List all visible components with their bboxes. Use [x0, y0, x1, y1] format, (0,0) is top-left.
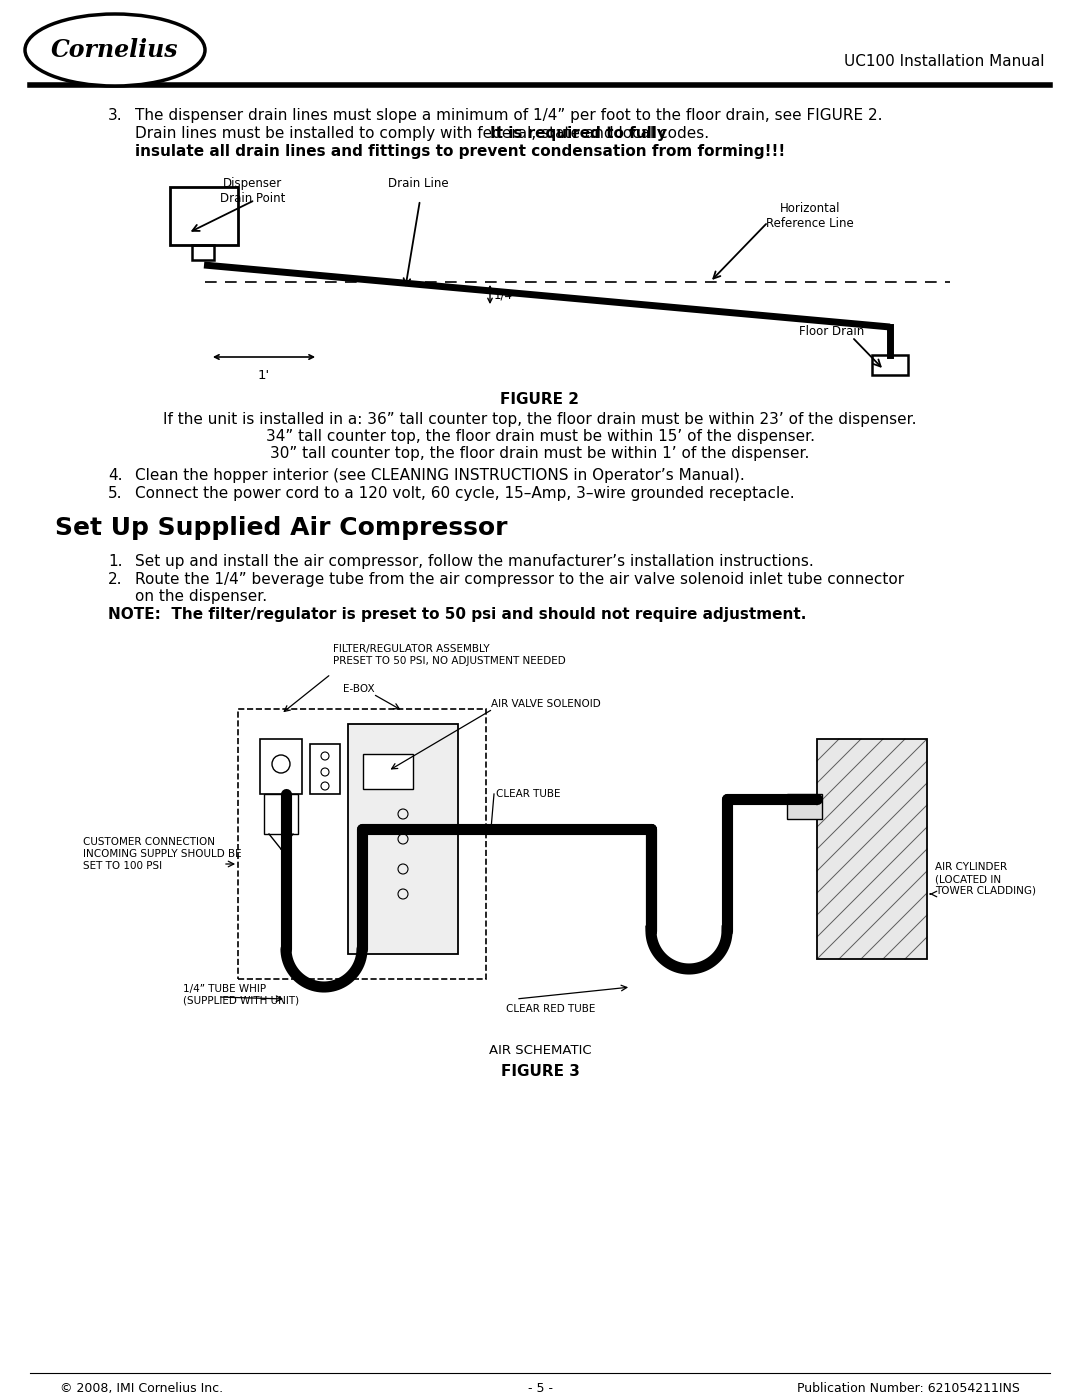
Text: insulate all drain lines and fittings to prevent condensation from forming!!!: insulate all drain lines and fittings to… [135, 144, 785, 159]
Ellipse shape [25, 14, 205, 87]
Text: © 2008, IMI Cornelius Inc.: © 2008, IMI Cornelius Inc. [60, 1382, 224, 1396]
Text: Set up and install the air compressor, follow the manufacturer’s installation in: Set up and install the air compressor, f… [135, 555, 813, 569]
Bar [310, 745, 340, 793]
Text: AIR VALVE SOLENOID: AIR VALVE SOLENOID [491, 698, 600, 710]
Text: FIGURE 2: FIGURE 2 [500, 393, 580, 407]
Bar [238, 710, 486, 979]
Text: It is required to fully: It is required to fully [490, 126, 666, 141]
Text: CLEAR TUBE: CLEAR TUBE [496, 789, 561, 799]
Text: 1': 1' [258, 369, 270, 381]
Bar [816, 739, 927, 958]
Text: CLEAR RED TUBE: CLEAR RED TUBE [507, 1004, 595, 1014]
Text: 1/4” TUBE WHIP
(SUPPLIED WITH UNIT): 1/4” TUBE WHIP (SUPPLIED WITH UNIT) [183, 983, 299, 1006]
Text: 1/4": 1/4" [494, 288, 518, 300]
Text: 1.: 1. [108, 555, 122, 569]
Text: Publication Number: 621054211INS: Publication Number: 621054211INS [797, 1382, 1020, 1396]
Text: FILTER/REGULATOR ASSEMBLY
PRESET TO 50 PSI, NO ADJUSTMENT NEEDED: FILTER/REGULATOR ASSEMBLY PRESET TO 50 P… [333, 644, 566, 665]
Text: Connect the power cord to a 120 volt, 60 cycle, 15–Amp, 3–wire grounded receptac: Connect the power cord to a 120 volt, 60… [135, 486, 795, 502]
Text: NOTE:  The filter/regulator is preset to 50 psi and should not require adjustmen: NOTE: The filter/regulator is preset to … [108, 608, 807, 622]
Text: Clean the hopper interior (see CLEANING INSTRUCTIONS in Operator’s Manual).: Clean the hopper interior (see CLEANING … [135, 468, 745, 483]
Text: on the dispenser.: on the dispenser. [135, 590, 267, 604]
Text: Route the 1/4” beverage tube from the air compressor to the air valve solenoid i: Route the 1/4” beverage tube from the ai… [135, 571, 904, 587]
Text: E-BOX: E-BOX [343, 685, 375, 694]
Text: 4.: 4. [108, 468, 122, 483]
Bar [363, 754, 413, 789]
Text: Floor Drain: Floor Drain [799, 326, 865, 338]
Bar [348, 724, 458, 954]
Text: FIGURE 3: FIGURE 3 [500, 1065, 580, 1078]
Text: The dispenser drain lines must slope a minimum of 1/4” per foot to the floor dra: The dispenser drain lines must slope a m… [135, 108, 882, 123]
Text: Dispenser
Drain Point: Dispenser Drain Point [220, 177, 286, 205]
Bar [872, 355, 908, 374]
Text: - 5 -: - 5 - [527, 1382, 553, 1396]
Bar [170, 187, 238, 244]
Text: 5.: 5. [108, 486, 122, 502]
Text: 3.: 3. [108, 108, 123, 123]
Circle shape [272, 754, 291, 773]
Text: Horizontal
Reference Line: Horizontal Reference Line [766, 203, 854, 231]
Text: If the unit is installed in a: 36” tall counter top, the floor drain must be wit: If the unit is installed in a: 36” tall … [163, 412, 917, 427]
Text: Set Up Supplied Air Compressor: Set Up Supplied Air Compressor [55, 515, 508, 541]
Bar [787, 793, 822, 819]
Text: 2.: 2. [108, 571, 122, 587]
Text: Drain lines must be installed to comply with federal, state and local codes.: Drain lines must be installed to comply … [135, 126, 714, 141]
Text: 30” tall counter top, the floor drain must be within 1’ of the dispenser.: 30” tall counter top, the floor drain mu… [270, 446, 810, 461]
Text: 34” tall counter top, the floor drain must be within 15’ of the dispenser.: 34” tall counter top, the floor drain mu… [266, 429, 814, 444]
Text: CUSTOMER CONNECTION
INCOMING SUPPLY SHOULD BE
SET TO 100 PSI: CUSTOMER CONNECTION INCOMING SUPPLY SHOU… [83, 837, 242, 870]
Bar [264, 793, 298, 834]
Text: Drain Line: Drain Line [388, 177, 448, 190]
Bar [192, 244, 214, 260]
Text: AIR SCHEMATIC: AIR SCHEMATIC [488, 1044, 592, 1058]
Text: Cornelius: Cornelius [51, 38, 179, 61]
Bar [260, 739, 302, 793]
Text: AIR CYLINDER
(LOCATED IN
TOWER CLADDING): AIR CYLINDER (LOCATED IN TOWER CLADDING) [935, 862, 1036, 895]
Text: UC100 Installation Manual: UC100 Installation Manual [845, 54, 1045, 70]
